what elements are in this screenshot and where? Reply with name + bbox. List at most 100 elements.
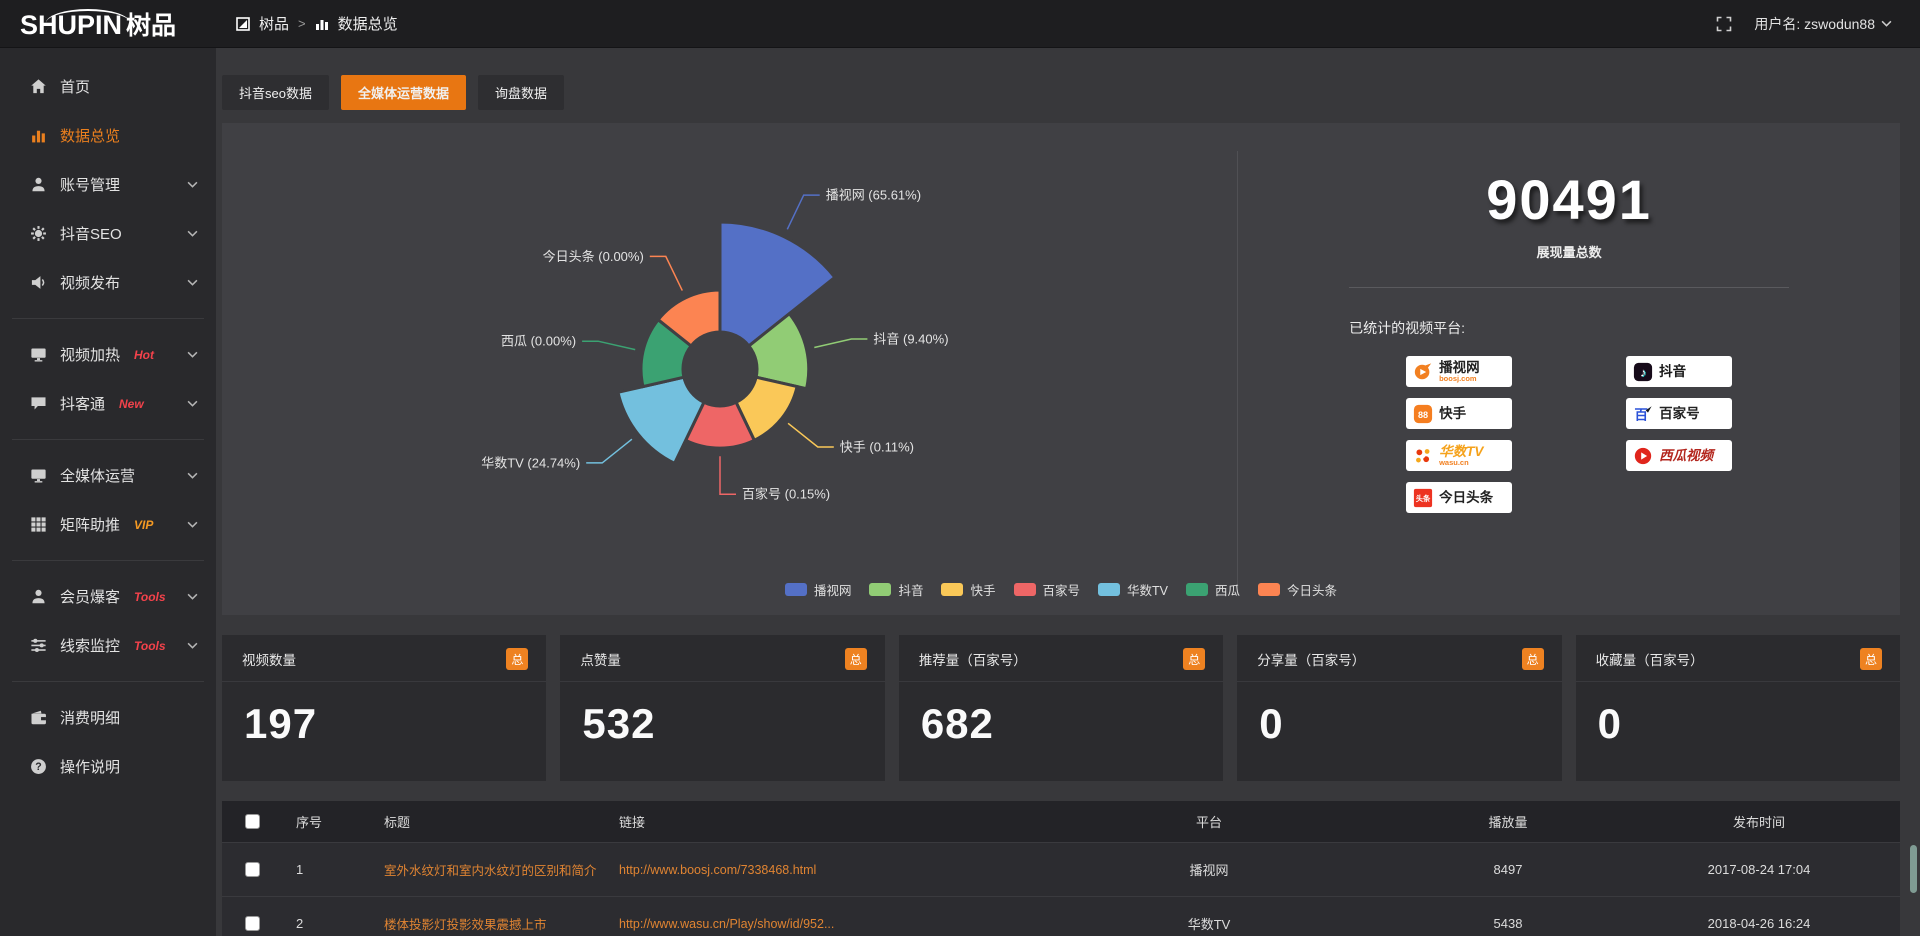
legend-item-华数TV[interactable]: 华数TV — [1098, 580, 1168, 599]
column-header-title[interactable]: 标题 — [384, 815, 411, 830]
pie-slice-播视网[interactable] — [718, 220, 837, 349]
column-header-index[interactable]: 序号 — [296, 815, 323, 830]
sidebar-item-matrix-boost[interactable]: 矩阵助推 VIP — [0, 500, 216, 549]
breadcrumb: 树品 > 数据总览 — [236, 13, 398, 34]
fullscreen-icon[interactable] — [1716, 16, 1732, 32]
total-badge[interactable]: 总 — [506, 648, 529, 670]
table-row: 1 室外水纹灯和室内水纹灯的区别和简介 http://www.boosj.com/7… — [222, 843, 1900, 897]
sidebar-item-clue-monitoring[interactable]: 线索监控 Tools — [0, 621, 216, 670]
sidebar-item-consumption-details[interactable]: 消费明细 — [0, 693, 216, 742]
cell-title[interactable]: 楼体投影灯投影效果震撼上市 — [384, 918, 547, 932]
legend-label: 抖音 — [898, 584, 924, 598]
legend-item-快手[interactable]: 快手 — [941, 580, 996, 599]
svg-text:百家号 (0.15%): 百家号 (0.15%) — [742, 487, 830, 502]
breadcrumb-separator: > — [298, 16, 306, 31]
sidebar-item-douyin-seo[interactable]: 抖音SEO — [0, 209, 216, 258]
cell-link[interactable]: http://www.boosj.com/7338468.html — [619, 862, 817, 877]
svg-text:华数TV (24.74%): 华数TV (24.74%) — [481, 455, 580, 470]
cell-title[interactable]: 室外水纹灯和室内水纹灯的区别和简介 — [384, 864, 597, 878]
column-header-link[interactable]: 链接 — [619, 815, 646, 830]
sidebar-item-label: 消费明细 — [60, 710, 121, 727]
nightingale-rose-chart[interactable]: 播视网 (65.61%) 抖音 (9.40%) 快手 (0.11%) 百家号 (0.1… — [320, 131, 1140, 581]
stat-cards-row: 视频数量总 197 点赞量总 532 推荐量（百家号）总 682 分享量（百家号）总 0 收藏量… — [222, 635, 1901, 781]
grid-icon — [30, 516, 47, 533]
legend-swatch — [1186, 583, 1208, 596]
select-all-checkbox[interactable] — [244, 814, 260, 829]
cell-plays: 5438 — [1493, 916, 1523, 931]
column-header-platform[interactable]: 平台 — [1195, 815, 1222, 830]
sidebar-item-label: 抖客通 — [60, 396, 106, 413]
page-scrollbar-thumb[interactable] — [1910, 845, 1917, 893]
column-header-plays[interactable]: 播放量 — [1488, 815, 1528, 830]
main-content: 抖音seo数据 全媒体运营数据 询盘数据 播视网 (65.61%) 抖音 (9.40%… — [216, 48, 1920, 936]
app-logo[interactable]: SHUPIN 树品 — [0, 6, 216, 42]
legend-item-百家号[interactable]: 百家号 — [1013, 580, 1080, 599]
douyin-logo-icon: ♪♪ — [1634, 362, 1653, 381]
user-icon — [30, 176, 47, 193]
chevron-down-icon — [187, 279, 198, 286]
platform-name: 华数TV — [1439, 443, 1484, 459]
wasu-logo-icon — [1416, 448, 1430, 462]
stat-card-value: 197 — [244, 700, 318, 747]
platform-name: 快手 — [1439, 405, 1467, 421]
platform-badge-百家号[interactable]: 百百家号 — [1626, 398, 1733, 429]
stat-card-4: 收藏量（百家号） 总 0 — [1575, 635, 1901, 781]
sliders-icon — [30, 637, 47, 654]
sidebar-item-label: 视频加热 — [60, 347, 121, 364]
sidebar-item-operation-guide[interactable]: ? 操作说明 — [0, 742, 216, 791]
svg-text:88: 88 — [1418, 410, 1428, 420]
total-badge[interactable]: 总 — [844, 648, 867, 670]
cell-link[interactable]: http://www.wasu.cn/Play/show/id/952... — [619, 916, 835, 931]
sidebar-item-douketong[interactable]: 抖客通 New — [0, 379, 216, 428]
svg-text:百: 百 — [1634, 407, 1648, 422]
table-header-row: 序号 标题 链接 平台 播放量 发布时间 — [222, 801, 1900, 843]
platform-badge-播视网[interactable]: 播视网 boosj.com — [1406, 356, 1513, 387]
breadcrumb-root[interactable]: 树品 — [259, 16, 290, 33]
sidebar-divider — [12, 439, 204, 440]
legend-item-抖音[interactable]: 抖音 — [869, 580, 923, 599]
chevron-down-icon — [187, 593, 198, 600]
legend-item-今日头条[interactable]: 今日头条 — [1258, 580, 1337, 599]
sidebar-divider — [12, 681, 204, 682]
row-checkbox[interactable] — [244, 862, 260, 877]
pie-slice-今日头条[interactable] — [655, 288, 722, 349]
column-header-time[interactable]: 发布时间 — [1732, 815, 1785, 830]
question-icon: ? — [30, 758, 47, 775]
username-menu[interactable]: 用户名: zswodun88 — [1754, 14, 1892, 34]
sidebar-item-badge: Tools — [134, 638, 166, 653]
panel-divider — [1237, 151, 1239, 595]
platforms-label: 已统计的视频平台: — [1349, 320, 1465, 336]
platform-badge-今日头条[interactable]: 头条 今日头条 — [1406, 482, 1513, 513]
stat-card-value: 0 — [1597, 700, 1622, 747]
svg-text:抖音 (9.40%): 抖音 (9.40%) — [873, 332, 948, 347]
sidebar-item-badge: Hot — [134, 347, 155, 362]
tab-inquiry-data[interactable]: 询盘数据 — [477, 75, 564, 110]
sidebar-item-label: 全媒体运营 — [60, 468, 136, 485]
sidebar-item-home[interactable]: 首页 — [0, 62, 216, 111]
platform-badge-抖音[interactable]: ♪ ♪ 抖音 — [1626, 356, 1733, 387]
legend-item-播视网[interactable]: 播视网 — [784, 580, 851, 599]
sidebar-item-omnimedia-operation[interactable]: 全媒体运营 — [0, 451, 216, 500]
total-badge[interactable]: 总 — [1521, 648, 1544, 670]
tab-omnimedia-operation-data[interactable]: 全媒体运营数据 — [340, 75, 466, 110]
platform-badge-快手[interactable]: 88 快手 — [1406, 398, 1513, 429]
legend-item-西瓜[interactable]: 西瓜 — [1186, 580, 1240, 599]
total-badge[interactable]: 总 — [1183, 648, 1206, 670]
platform-badge-华数TV[interactable]: 华数TV wasu.cn — [1406, 440, 1513, 471]
sidebar-item-video-heating[interactable]: 视频加热 Hot — [0, 330, 216, 379]
row-checkbox[interactable] — [244, 916, 260, 931]
sidebar-item-account-management[interactable]: 账号管理 — [0, 160, 216, 209]
sidebar-item-data-overview[interactable]: 数据总览 — [0, 111, 216, 160]
sidebar-item-label: 矩阵助推 — [60, 517, 121, 534]
tab-douyin-seo-data[interactable]: 抖音seo数据 — [222, 75, 329, 110]
pie-slice-华数TV[interactable] — [615, 375, 706, 466]
logo-arc-decoration — [46, 8, 130, 23]
sidebar-item-video-publish[interactable]: 视频发布 — [0, 258, 216, 307]
total-badge[interactable]: 总 — [1860, 648, 1883, 670]
chart-icon — [30, 127, 47, 144]
platform-badge-西瓜视频[interactable]: 西瓜视频 — [1626, 440, 1733, 471]
tab-bar: 抖音seo数据 全媒体运营数据 询盘数据 — [222, 75, 1900, 110]
sidebar-item-member-baoke[interactable]: 会员爆客 Tools — [0, 572, 216, 621]
pie-slice-抖音[interactable] — [746, 311, 810, 391]
chevron-down-icon — [187, 521, 198, 528]
